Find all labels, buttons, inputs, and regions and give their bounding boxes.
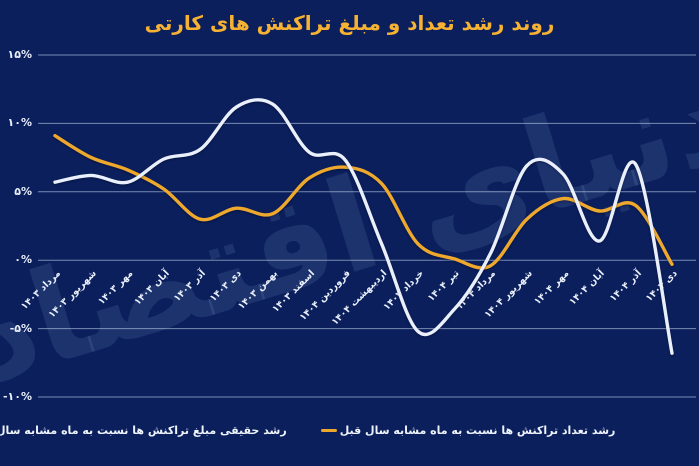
legend-item-amount: رشد حقیقی مبلغ تراکنش ها نسبت به ماه مشا… — [0, 424, 287, 437]
legend-label: رشد حقیقی مبلغ تراکنش ها نسبت به ماه مشا… — [0, 424, 287, 437]
transaction-amount-line — [53, 98, 674, 355]
chart-title: روند رشد تعداد و مبلغ تراکنش های کارتی — [144, 11, 555, 35]
legend: رشد تعداد تراکنش ها نسبت به ماه مشابه سا… — [0, 424, 633, 437]
y-axis-label: ۱۵% — [7, 48, 32, 61]
y-axis-label: -۵% — [9, 321, 32, 335]
legend-marker-count-icon — [320, 429, 337, 432]
y-axis-label: ۵% — [14, 184, 32, 198]
legend-item-count: رشد تعداد تراکنش ها نسبت به ماه مشابه سا… — [320, 424, 616, 437]
y-axis-label: ۱۰% — [7, 116, 32, 130]
gridlines — [38, 54, 696, 398]
legend-label: رشد تعداد تراکنش ها نسبت به ماه مشابه سا… — [339, 424, 616, 437]
y-axis-label: -۱۰% — [2, 390, 32, 403]
transaction-count-line — [53, 134, 674, 270]
y-axis-label: ۰% — [14, 253, 32, 267]
